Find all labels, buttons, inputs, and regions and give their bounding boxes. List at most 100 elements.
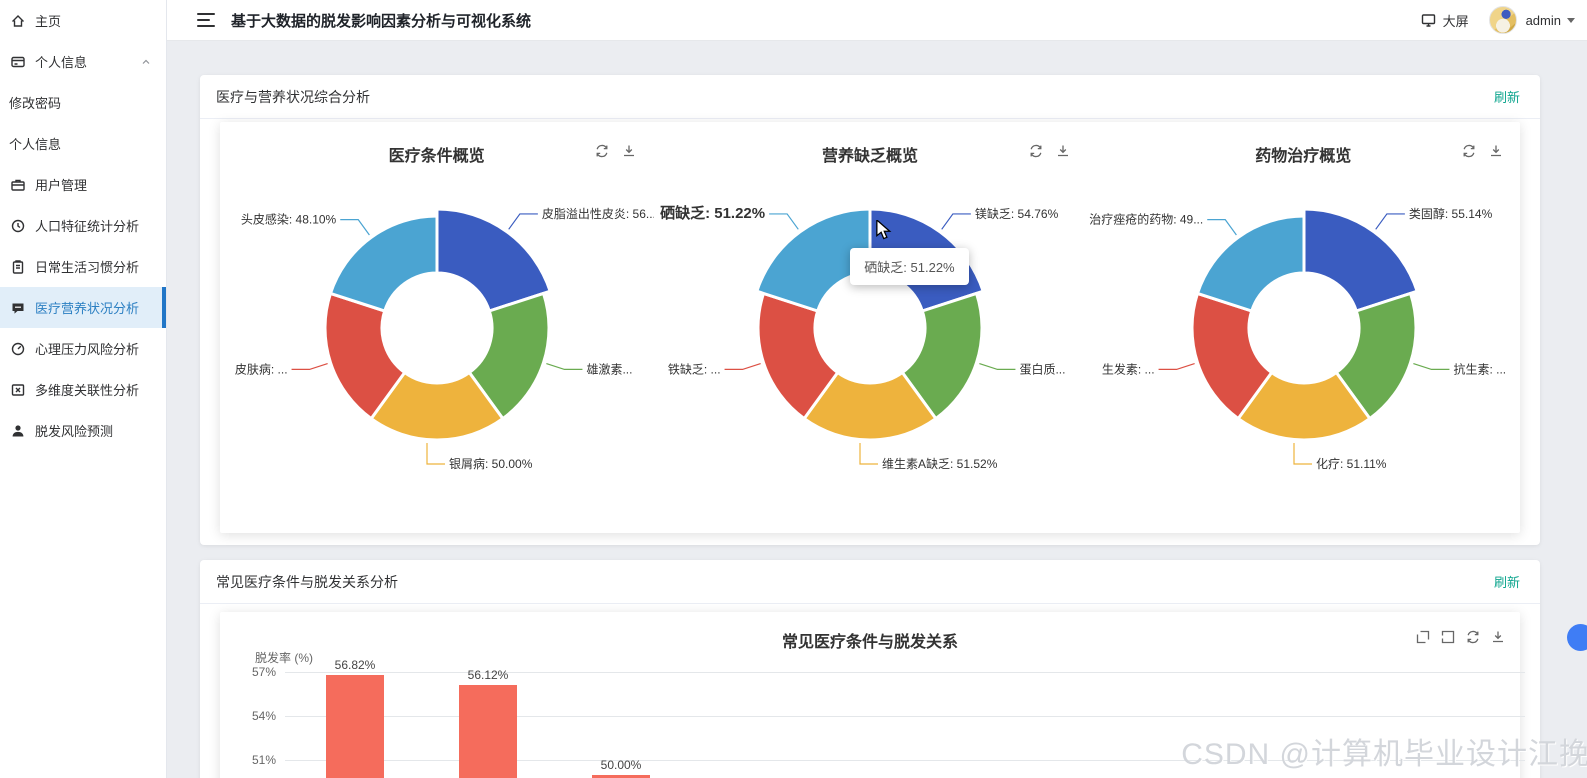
pie-label: 生发素: ... (1101, 361, 1154, 376)
big-screen-button[interactable]: 大屏 (1420, 11, 1469, 30)
gridline (285, 716, 1525, 717)
pie-label: 银屑病: 50.00% (449, 456, 533, 471)
pie-toolbox (1461, 143, 1504, 164)
chart-toolbox (1415, 629, 1506, 650)
pie-toolbox (1028, 143, 1071, 164)
sidebar-item-label: 多维度关联性分析 (35, 383, 140, 398)
topbar-right: 大屏 admin (1420, 6, 1587, 34)
download-icon[interactable] (1490, 629, 1506, 650)
pie-label: 铁缺乏: ... (668, 361, 721, 376)
pie-label: 皮脂溢出性皮炎: 56... (542, 206, 654, 221)
caret-down-icon[interactable] (1567, 17, 1575, 23)
gridline (285, 672, 1525, 673)
pie-panel-medical: 医疗条件概览 皮脂溢出性皮炎: 56... 雄激素... 银屑病: 50.00% 皮肤… (220, 122, 654, 533)
sidebar-item-label: 用户管理 (35, 178, 88, 193)
pie-label: 头皮感染: 48.10% (241, 212, 337, 227)
pie-label-line (859, 443, 879, 465)
bar-value-label: 56.12% (467, 667, 509, 682)
pie-label-line (1292, 443, 1312, 465)
watermark: CSDN @计算机毕业设计江挽 (1181, 738, 1587, 771)
bar[interactable] (326, 674, 384, 778)
clipboard-icon (10, 259, 26, 275)
refresh-icon[interactable] (1465, 629, 1481, 650)
topbar: 基于大数据的脱发影响因素分析与可视化系统 大屏 admin (167, 0, 1587, 41)
bar[interactable] (459, 684, 517, 778)
pie-label-line (1374, 213, 1405, 230)
gauge-icon (10, 341, 26, 357)
pie-label: 雄激素... (586, 361, 632, 376)
refresh-icon[interactable] (1461, 143, 1477, 164)
zoom-restore-icon[interactable] (1440, 629, 1456, 650)
pie-label-line (1206, 218, 1237, 236)
sidebar-item-risk-predict[interactable]: 脱发风险预测 (0, 410, 166, 451)
pie-chart-medication[interactable]: 类固醇: 55.14% 抗生素: ... 化疗: 51.11% 生发素: ... 治疗痤… (1087, 168, 1521, 498)
pie-slice[interactable] (755, 207, 872, 313)
bar-panel: 常见医疗条件与脱发关系 脱发率 (%) 57% 54% 51% 56.82% 56.12… (220, 612, 1525, 778)
pie-label-line (1412, 362, 1450, 371)
refresh-link[interactable]: 刷新 (1493, 575, 1520, 590)
pie-slice[interactable] (1302, 207, 1419, 313)
sidebar-item-label: 人口特征统计分析 (35, 219, 140, 234)
sidebar-item-psych-risk[interactable]: 心理压力风险分析 (0, 328, 166, 369)
bar-value-label: 56.82% (334, 657, 376, 672)
card-header: 医疗与营养状况综合分析 刷新 (200, 75, 1540, 119)
pie-label-line (291, 362, 328, 371)
sidebar: 主页 个人信息 修改密码 个人信息 用户管理 人口特征统计分析 日常生活习惯分析… (0, 0, 167, 778)
y-tick-label: 51% (251, 753, 276, 767)
bar-chart-area[interactable]: 57% 54% 51% 56.82% 56.12% 50.00% (220, 612, 1525, 778)
card-title: 常见医疗条件与脱发关系分析 (216, 573, 398, 590)
refresh-link[interactable]: 刷新 (1493, 90, 1520, 105)
card-icon (10, 54, 26, 70)
pie-label-line (340, 218, 370, 236)
sidebar-item-demographics[interactable]: 人口特征统计分析 (0, 205, 166, 246)
menu-toggle-icon[interactable] (197, 13, 215, 27)
y-tick-label: 57% (251, 665, 276, 679)
pie-label: 镁缺乏: 54.76% (975, 206, 1059, 221)
pie-label-line (1158, 362, 1195, 371)
sidebar-item-label: 脱发风险预测 (35, 424, 114, 439)
sidebar-item-label: 修改密码 (9, 96, 62, 111)
pies-panel: 医疗条件概览 皮脂溢出性皮炎: 56... 雄激素... 银屑病: 50.00% 皮肤… (220, 122, 1520, 533)
bar[interactable] (592, 774, 650, 778)
pie-slice[interactable] (1195, 214, 1306, 313)
chat-icon (10, 300, 26, 316)
sidebar-item-label: 主页 (35, 14, 62, 29)
app-title: 基于大数据的脱发影响因素分析与可视化系统 (231, 12, 532, 30)
sidebar-item-personal-info[interactable]: 个人信息 (0, 123, 166, 164)
pie-label: 硒缺乏: 51.22% (660, 204, 765, 222)
pie-label-line (724, 362, 762, 371)
download-icon[interactable] (1488, 143, 1504, 164)
pie-label-line (979, 362, 1016, 371)
sidebar-item-label: 个人信息 (9, 137, 62, 152)
pie-label-line (426, 443, 445, 465)
pie-label: 蛋白质... (1020, 361, 1066, 376)
refresh-icon[interactable] (594, 143, 610, 164)
download-icon[interactable] (1055, 143, 1071, 164)
zoom-select-icon[interactable] (1415, 629, 1431, 650)
pie-chart-nutrition[interactable]: 镁缺乏: 54.76% 蛋白质... 维生素A缺乏: 51.52% 铁缺乏: ... 硒… (653, 168, 1087, 498)
sidebar-item-profile-group[interactable]: 个人信息 (0, 41, 166, 82)
pie-label: 维生素A缺乏: 51.52% (882, 456, 998, 471)
pie-label: 化疗: 51.11% (1316, 457, 1387, 471)
sidebar-item-daily-habits[interactable]: 日常生活习惯分析 (0, 246, 166, 287)
pie-slice[interactable] (435, 207, 552, 313)
sidebar-item-change-password[interactable]: 修改密码 (0, 82, 166, 123)
download-icon[interactable] (621, 143, 637, 164)
card-header: 常见医疗条件与脱发关系分析 刷新 (200, 560, 1540, 604)
pie-slice[interactable] (328, 214, 439, 313)
gridline (285, 760, 1525, 761)
pie-label-line (941, 213, 972, 230)
sidebar-item-medical-nutrition[interactable]: 医疗营养状况分析 (0, 287, 166, 328)
floating-action-button[interactable] (1567, 624, 1587, 651)
conditions-relation-card: 常见医疗条件与脱发关系分析 刷新 常见医疗条件与脱发关系 脱发率 (%) 57%… (200, 560, 1540, 778)
sidebar-item-multidim[interactable]: 多维度关联性分析 (0, 369, 166, 410)
username: admin (1525, 12, 1561, 28)
avatar[interactable] (1488, 6, 1517, 34)
pie-chart-medical[interactable]: 皮脂溢出性皮炎: 56... 雄激素... 银屑病: 50.00% 皮肤病: ... 头… (220, 168, 654, 498)
card-title: 医疗与营养状况综合分析 (216, 88, 370, 105)
sidebar-item-home[interactable]: 主页 (0, 0, 166, 41)
pie-label: 抗生素: ... (1453, 361, 1506, 376)
sidebar-item-user-management[interactable]: 用户管理 (0, 164, 166, 205)
pie-panel-medication: 药物治疗概览 类固醇: 55.14% 抗生素: ... 化疗: 51.11% 生发素:… (1087, 122, 1520, 533)
refresh-icon[interactable] (1028, 143, 1044, 164)
